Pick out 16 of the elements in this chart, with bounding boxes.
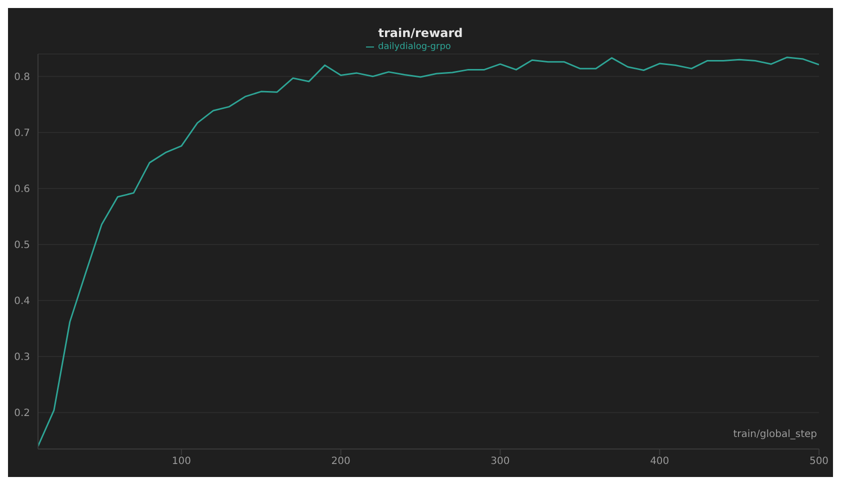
x-tick-label: 400 xyxy=(650,456,670,468)
chart-title: train/reward xyxy=(377,26,464,40)
x-tick-label: 200 xyxy=(331,456,350,468)
y-tick-label: 0.8 xyxy=(14,72,30,83)
y-tick-label: 0.7 xyxy=(14,128,30,139)
y-tick-label: 0.2 xyxy=(14,408,30,420)
x-tick-label: 500 xyxy=(809,456,829,468)
line-series xyxy=(38,56,819,447)
y-tick-label: 0.3 xyxy=(14,352,30,364)
legend-label: dailydialog-grpo xyxy=(378,42,451,52)
y-tick-label: 0.6 xyxy=(14,184,30,196)
x-tick-label: 300 xyxy=(490,456,510,468)
x-tick-label: 100 xyxy=(172,456,191,468)
y-tick-label: 0.4 xyxy=(14,296,30,308)
x-axis-title: train/global_step xyxy=(733,429,817,440)
y-tick-label: 0.5 xyxy=(14,240,30,252)
